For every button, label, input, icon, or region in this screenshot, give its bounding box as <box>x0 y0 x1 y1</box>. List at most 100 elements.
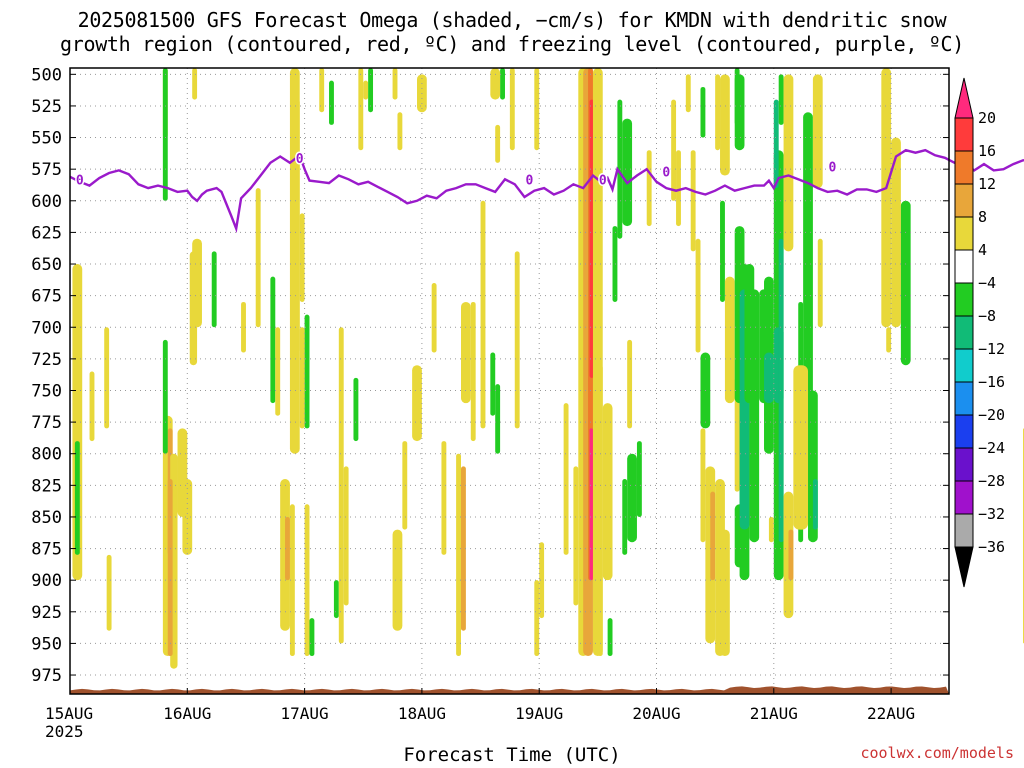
omega-region-118 <box>793 365 809 530</box>
omega-region-55 <box>495 384 501 454</box>
omega-region-121 <box>812 74 823 189</box>
omega-region-130 <box>676 150 681 227</box>
y-tick-label-525: 525 <box>31 97 62 117</box>
y-tick-label-700: 700 <box>31 318 62 338</box>
colorbar-swatch-1 <box>954 117 974 152</box>
omega-region-77 <box>627 453 637 543</box>
omega-region-47 <box>431 282 437 353</box>
freezing-level-contour: 0 0 0 0 0 0 <box>69 148 1024 234</box>
omega-region-32 <box>319 68 325 113</box>
colorbar-swatch-6 <box>954 282 974 317</box>
omega-region-61 <box>534 580 540 657</box>
colorbar-label-3: 8 <box>978 208 987 226</box>
y-tick-label-775: 775 <box>31 413 62 433</box>
y-tick-label-650: 650 <box>31 255 62 275</box>
colorbar-swatch-9 <box>954 381 974 416</box>
colorbar-swatch-11 <box>954 447 974 482</box>
title-line-2: growth region (contoured, red, ºC) and f… <box>59 32 965 56</box>
omega-region-124 <box>886 327 892 353</box>
y-tick-label-500: 500 <box>31 65 62 85</box>
omega-region-49 <box>456 453 461 657</box>
omega-region-131 <box>690 150 696 252</box>
omega-region-25 <box>294 99 300 353</box>
omega-region-23 <box>285 516 290 581</box>
omega-region-68 <box>573 466 579 606</box>
omega-region-95 <box>734 377 740 492</box>
colorbar-label-10: −24 <box>978 439 1005 457</box>
y-tick-label-550: 550 <box>31 129 62 149</box>
omega-region-18 <box>241 301 246 353</box>
colorbar-label-0: 20 <box>978 109 996 127</box>
surface-terrain <box>70 686 949 694</box>
omega-region-94 <box>724 276 735 404</box>
freezing-level-label-3: 0 <box>599 173 607 188</box>
omega-region-48 <box>441 441 447 555</box>
omega-region-29 <box>309 618 315 657</box>
omega-region-28 <box>304 504 310 657</box>
colorbar-label-11: −28 <box>978 472 1005 490</box>
x-tick-label-0-0: 15AUG <box>45 704 93 723</box>
omega-region-40 <box>368 68 374 113</box>
x-axis-label: Forecast Time (UTC) <box>403 744 621 766</box>
y-tick-label-975: 975 <box>31 666 62 686</box>
omega-region-91 <box>720 74 730 176</box>
freezing-level-label-2: 0 <box>526 173 534 188</box>
omega-region-44 <box>412 365 422 442</box>
omega-region-66 <box>589 428 593 581</box>
omega-region-16 <box>189 251 198 366</box>
omega-region-50 <box>461 466 466 631</box>
freezing-level-label-4: 0 <box>662 166 670 181</box>
omega-region-71 <box>597 365 603 657</box>
colorbar-swatch-3 <box>954 183 974 218</box>
colorbar-label-6: −8 <box>978 307 996 325</box>
colorbar-label-13: −36 <box>978 538 1005 556</box>
colorbar-label-12: −32 <box>978 505 1005 523</box>
omega-region-72 <box>607 618 613 657</box>
pressure-axis: 500 525 550 575 600 625 650 675 700 725 750 775 800 8… <box>31 65 949 686</box>
colorbar-label-4: 4 <box>978 241 987 259</box>
omega-region-69 <box>563 403 569 555</box>
y-tick-label-725: 725 <box>31 350 62 370</box>
omega-region-74 <box>617 99 623 239</box>
omega-region-107 <box>773 99 779 189</box>
terrain-fill <box>70 686 949 694</box>
omega-region-6 <box>162 68 168 201</box>
omega-region-14 <box>192 68 198 100</box>
omega-region-17 <box>211 251 217 328</box>
omega-region-30 <box>304 314 310 429</box>
freezing-level-label-0: 0 <box>76 173 84 188</box>
omega-region-70 <box>602 403 613 581</box>
omega-region-1 <box>74 441 80 555</box>
omega-region-86 <box>700 428 706 543</box>
colorbar-top-arrow <box>954 77 974 119</box>
omega-region-2 <box>104 327 110 429</box>
omega-region-38 <box>358 68 364 151</box>
y-tick-label-850: 850 <box>31 508 62 528</box>
omega-region-60 <box>539 542 545 619</box>
omega-region-37 <box>353 377 359 442</box>
y-tick-label-675: 675 <box>31 287 62 307</box>
x-tick-label-4-0: 19AUG <box>515 704 563 723</box>
omega-region-11 <box>162 339 168 454</box>
omega-region-108 <box>778 74 784 125</box>
y-tick-label-875: 875 <box>31 540 62 560</box>
omega-region-78 <box>636 441 642 517</box>
omega-region-10 <box>167 479 173 657</box>
omega-region-21 <box>275 327 281 416</box>
colorbar: 20 16 12 8 4 −4 −8 −12 −16 −20 −24 −28 −32 −36 <box>954 77 1005 588</box>
colorbar-swatch-12 <box>954 480 974 515</box>
x-tick-label-7-0: 22AUG <box>867 704 915 723</box>
omega-region-59 <box>534 68 540 151</box>
omega-region-80 <box>646 150 652 227</box>
colorbar-swatch-2 <box>954 150 974 185</box>
omega-shading-layer <box>72 68 1024 669</box>
omega-region-27 <box>289 504 295 657</box>
omega-region-3 <box>89 371 95 442</box>
x-tick-label-3-0: 18AUG <box>398 704 446 723</box>
freezing-level-label-1: 0 <box>296 152 304 167</box>
colorbar-label-2: 12 <box>978 175 996 193</box>
colorbar-label-5: −4 <box>978 274 996 292</box>
omega-region-19 <box>255 188 261 328</box>
omega-region-20 <box>270 276 276 404</box>
